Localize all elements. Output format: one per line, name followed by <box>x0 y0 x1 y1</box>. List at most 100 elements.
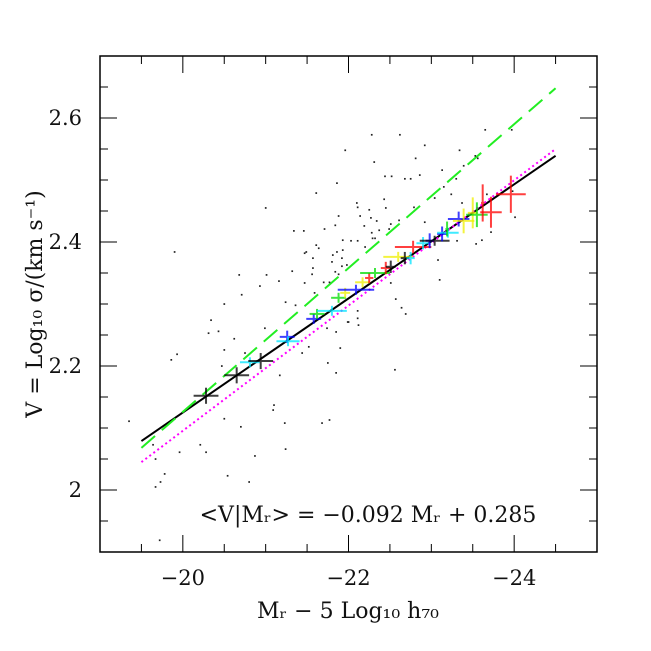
scatter-point <box>458 149 461 152</box>
scatter-point <box>456 239 458 242</box>
scatter-point <box>413 206 415 209</box>
scatter-point <box>511 190 514 193</box>
scatter-point <box>331 254 334 256</box>
scatter-point <box>339 347 342 349</box>
scatter-point <box>344 149 347 152</box>
scatter-point <box>238 274 241 276</box>
scatter-point <box>384 175 386 178</box>
scatter-point <box>337 273 340 276</box>
scatter-point <box>291 270 294 273</box>
scatter-point <box>272 409 275 411</box>
scatter-point <box>378 229 381 232</box>
scatter-point <box>233 337 236 340</box>
binned-point-red <box>394 240 432 254</box>
scatter-point <box>312 267 314 269</box>
scatter-point <box>210 319 212 322</box>
scatter-point <box>363 225 366 227</box>
scatter-point <box>450 193 453 196</box>
scatter-point <box>335 372 337 374</box>
scatter-points <box>128 128 516 542</box>
scatter-point <box>374 237 376 240</box>
scatter-point <box>359 215 361 217</box>
scatter-point <box>400 306 403 309</box>
scatter-point <box>484 128 487 131</box>
binned-point-cyan <box>239 357 260 368</box>
y-tick-label: 2.4 <box>49 230 82 254</box>
scatter-point <box>356 206 359 209</box>
scatter-point <box>328 281 331 284</box>
scatter-point <box>254 455 256 457</box>
binned-point-black <box>385 260 396 273</box>
scatter-point <box>163 473 166 475</box>
scatter-point <box>441 169 444 171</box>
scatter-point <box>481 239 483 242</box>
scatter-point <box>301 352 304 354</box>
scatter-point <box>437 259 439 261</box>
scatter-point <box>423 144 426 147</box>
fit-line-dashed <box>140 87 557 449</box>
fit-line-dotted <box>140 148 557 463</box>
scatter-point <box>404 313 407 315</box>
scatter-point <box>283 422 286 424</box>
scatter-point <box>398 219 400 222</box>
binned-point-cyan <box>416 237 430 250</box>
x-tick-label: −20 <box>161 566 205 590</box>
binned-point-cyan <box>317 305 347 316</box>
y-tick-label: 2 <box>69 478 82 502</box>
scatter-point <box>355 202 358 204</box>
scatter-point <box>390 175 393 178</box>
scatter-point <box>409 177 412 180</box>
scatter-point <box>326 327 328 330</box>
scatter-point <box>357 324 360 326</box>
x-tick-label: −24 <box>492 566 536 590</box>
binned-point-blue <box>306 313 322 324</box>
scatter-point <box>326 362 329 364</box>
scatter-point <box>356 310 359 312</box>
scatter-point <box>474 155 477 157</box>
scatter-point <box>433 197 436 199</box>
fit-line-solid <box>140 154 557 442</box>
scatter-point <box>307 345 310 348</box>
scatter-point <box>312 257 314 260</box>
scatter-point <box>356 317 359 320</box>
scatter-point <box>305 251 308 253</box>
scatter-point <box>394 368 396 371</box>
scatter-point <box>173 251 176 253</box>
scatter-point <box>264 327 266 330</box>
scatter-point <box>223 417 226 420</box>
binned-point-green <box>445 221 449 237</box>
scatter-point <box>294 304 297 307</box>
scatter-point <box>341 257 343 260</box>
scatter-point <box>399 133 401 136</box>
y-axis-label: V = Log₁₀ σ/(km s⁻¹) <box>23 190 48 418</box>
scatter-point <box>331 261 333 263</box>
scatter-point <box>226 474 229 477</box>
scatter-point <box>475 243 477 245</box>
scatter-point <box>404 177 406 180</box>
scatter-point <box>476 157 479 160</box>
scatter-point <box>178 451 181 454</box>
y-tick-label: 2.6 <box>49 106 82 130</box>
scatter-point <box>373 161 376 163</box>
scatter-point <box>438 279 441 281</box>
binned-point-black <box>248 352 274 370</box>
binned-point-blue <box>447 211 470 227</box>
scatter-point <box>341 239 344 242</box>
scatter-point <box>394 298 397 300</box>
x-axis-label: Mᵣ − 5 Log₁₀ h₇₀ <box>257 599 439 624</box>
scatter-point <box>341 265 343 268</box>
scatter-point <box>347 321 350 323</box>
scatter-point <box>414 157 417 160</box>
axes: −20 −22 −24 2 2.2 2.4 2.6 <box>49 55 598 590</box>
scatter-point <box>389 223 392 225</box>
scatter-point <box>217 330 220 333</box>
scatter-point <box>176 353 178 356</box>
scatter-point <box>223 349 226 351</box>
scatter-point <box>371 237 374 240</box>
scatter-point <box>199 443 202 446</box>
binned-point-yellow <box>355 277 371 288</box>
binned-point-green <box>466 202 488 228</box>
scatter-point <box>278 374 281 377</box>
scatter-point <box>284 448 287 450</box>
scatter-point <box>337 215 340 217</box>
